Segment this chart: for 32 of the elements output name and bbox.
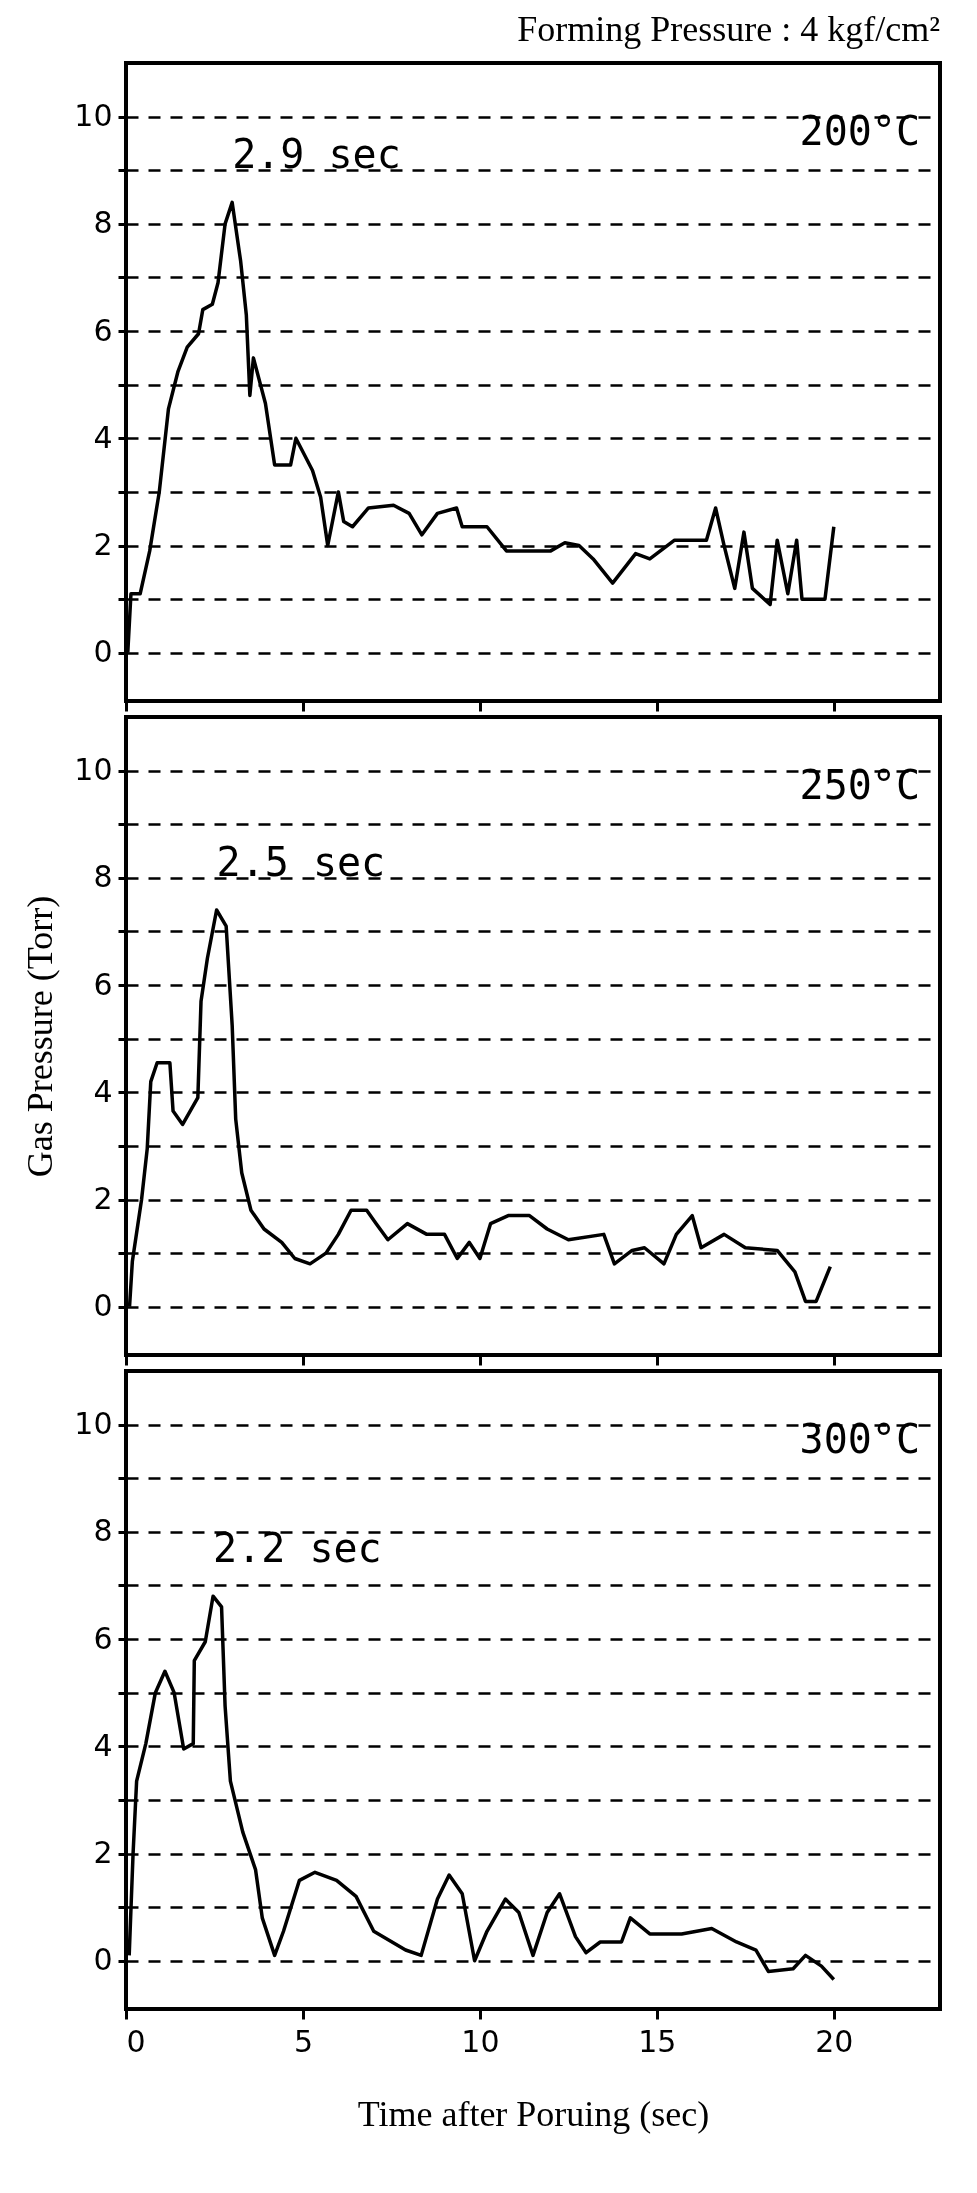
annotation: 250°C bbox=[799, 762, 920, 808]
y-tick-label: 4 bbox=[93, 419, 113, 455]
y-tick-label: 6 bbox=[93, 1620, 113, 1656]
y-tick-label: 6 bbox=[93, 312, 113, 348]
x-tick-label: 15 bbox=[638, 2023, 677, 2059]
y-tick-label: 0 bbox=[93, 634, 113, 670]
y-tick-label: 2 bbox=[93, 1835, 113, 1871]
y-tick-label: 8 bbox=[93, 205, 113, 241]
y-tick-label: 2 bbox=[93, 527, 113, 563]
y-tick-label: 4 bbox=[93, 1727, 113, 1763]
y-tick-label: 10 bbox=[74, 752, 113, 788]
y-tick-label: 0 bbox=[93, 1942, 113, 1978]
y-tick-label: 8 bbox=[93, 859, 113, 895]
x-tick-label: 5 bbox=[293, 2023, 313, 2059]
x-tick-label: 10 bbox=[461, 2023, 500, 2059]
y-tick-label: 8 bbox=[93, 1513, 113, 1549]
x-tick-label: 0 bbox=[126, 2023, 146, 2059]
annotation: 2.2 sec bbox=[213, 1525, 382, 1572]
chart-title: Forming Pressure : 4 kgf/cm² bbox=[517, 9, 940, 49]
y-tick-label: 10 bbox=[74, 98, 113, 134]
x-tick-label: 20 bbox=[815, 2023, 854, 2059]
annotation: 2.5 sec bbox=[216, 839, 386, 886]
annotation: 200°C bbox=[799, 108, 920, 154]
y-tick-label: 10 bbox=[74, 1406, 113, 1442]
y-tick-label: 0 bbox=[93, 1288, 113, 1324]
y-tick-label: 6 bbox=[93, 966, 113, 1002]
y-tick-label: 4 bbox=[93, 1073, 113, 1109]
y-axis-title: Gas Pressure (Torr) bbox=[20, 895, 61, 1178]
annotation: 300°C bbox=[799, 1416, 920, 1462]
y-tick-label: 2 bbox=[93, 1181, 113, 1217]
x-axis-title: Time after Poruing (sec) bbox=[357, 2093, 710, 2134]
annotation: 2.9 sec bbox=[232, 131, 401, 178]
